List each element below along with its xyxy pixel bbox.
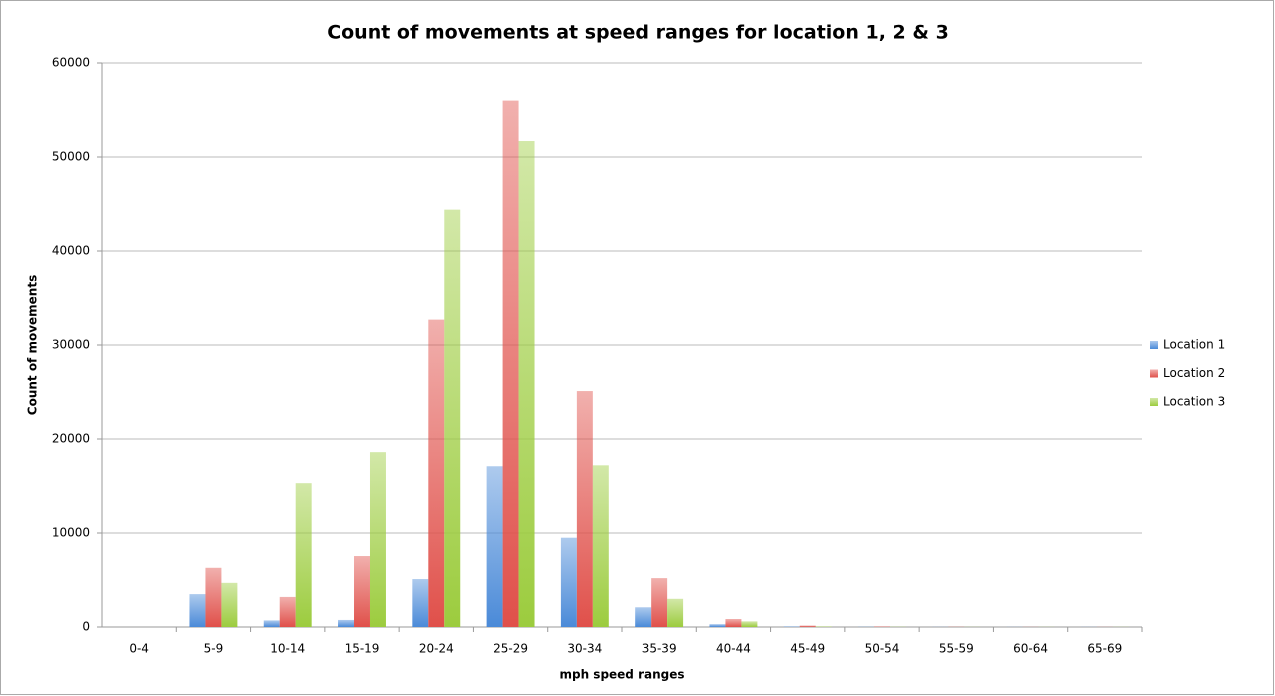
bar <box>205 567 222 627</box>
x-axis-title: mph speed ranges <box>559 668 684 682</box>
bar <box>444 209 461 627</box>
legend-swatch <box>1150 398 1158 406</box>
bar <box>279 596 296 627</box>
x-tick-label: 60-64 <box>1013 642 1048 656</box>
bar <box>338 619 355 627</box>
x-tick-label: 65-69 <box>1087 642 1122 656</box>
bar <box>412 579 429 627</box>
y-tick-label: 50000 <box>52 150 90 164</box>
bar <box>709 624 726 627</box>
bar <box>295 483 312 627</box>
y-tick-label: 40000 <box>52 244 90 258</box>
bar <box>518 141 535 627</box>
x-tick-label: 30-34 <box>567 642 602 656</box>
bar <box>741 621 758 627</box>
chart-title: Count of movements at speed ranges for l… <box>327 22 949 44</box>
x-tick-label: 15-19 <box>345 642 380 656</box>
x-tick-label: 35-39 <box>642 642 677 656</box>
legend-swatch <box>1150 341 1158 349</box>
bar <box>560 537 577 627</box>
bar <box>369 452 386 627</box>
y-tick-label: 10000 <box>52 526 90 540</box>
bar <box>263 620 280 627</box>
y-tick-label: 60000 <box>52 56 90 70</box>
bar <box>799 625 816 627</box>
y-tick-label: 30000 <box>52 338 90 352</box>
bar <box>486 466 503 627</box>
legend-label: Location 2 <box>1163 366 1225 380</box>
bar <box>635 607 652 627</box>
y-tick-label: 0 <box>82 620 90 634</box>
legend-label: Location 1 <box>1163 338 1225 352</box>
bar <box>651 578 668 627</box>
x-tick-label: 5-9 <box>204 642 224 656</box>
legend-swatch <box>1150 369 1158 378</box>
bar <box>428 319 445 627</box>
y-tick-label: 20000 <box>52 432 90 446</box>
x-tick-label: 25-29 <box>493 642 528 656</box>
bar <box>667 598 684 627</box>
x-tick-label: 50-54 <box>865 642 900 656</box>
x-tick-label: 20-24 <box>419 642 454 656</box>
bar <box>592 465 609 627</box>
bar <box>354 556 370 627</box>
x-tick-label: 0-4 <box>129 642 149 656</box>
bar <box>725 619 742 627</box>
x-tick-label: 45-49 <box>790 642 825 656</box>
bar <box>221 582 238 627</box>
bar <box>576 391 593 627</box>
y-axis-title: Count of movements <box>26 275 40 415</box>
legend-label: Location 3 <box>1163 395 1225 409</box>
bar <box>189 594 206 627</box>
bar <box>502 100 519 628</box>
x-tick-label: 55-59 <box>939 642 974 656</box>
x-tick-label: 40-44 <box>716 642 751 656</box>
x-tick-label: 10-14 <box>270 642 305 656</box>
